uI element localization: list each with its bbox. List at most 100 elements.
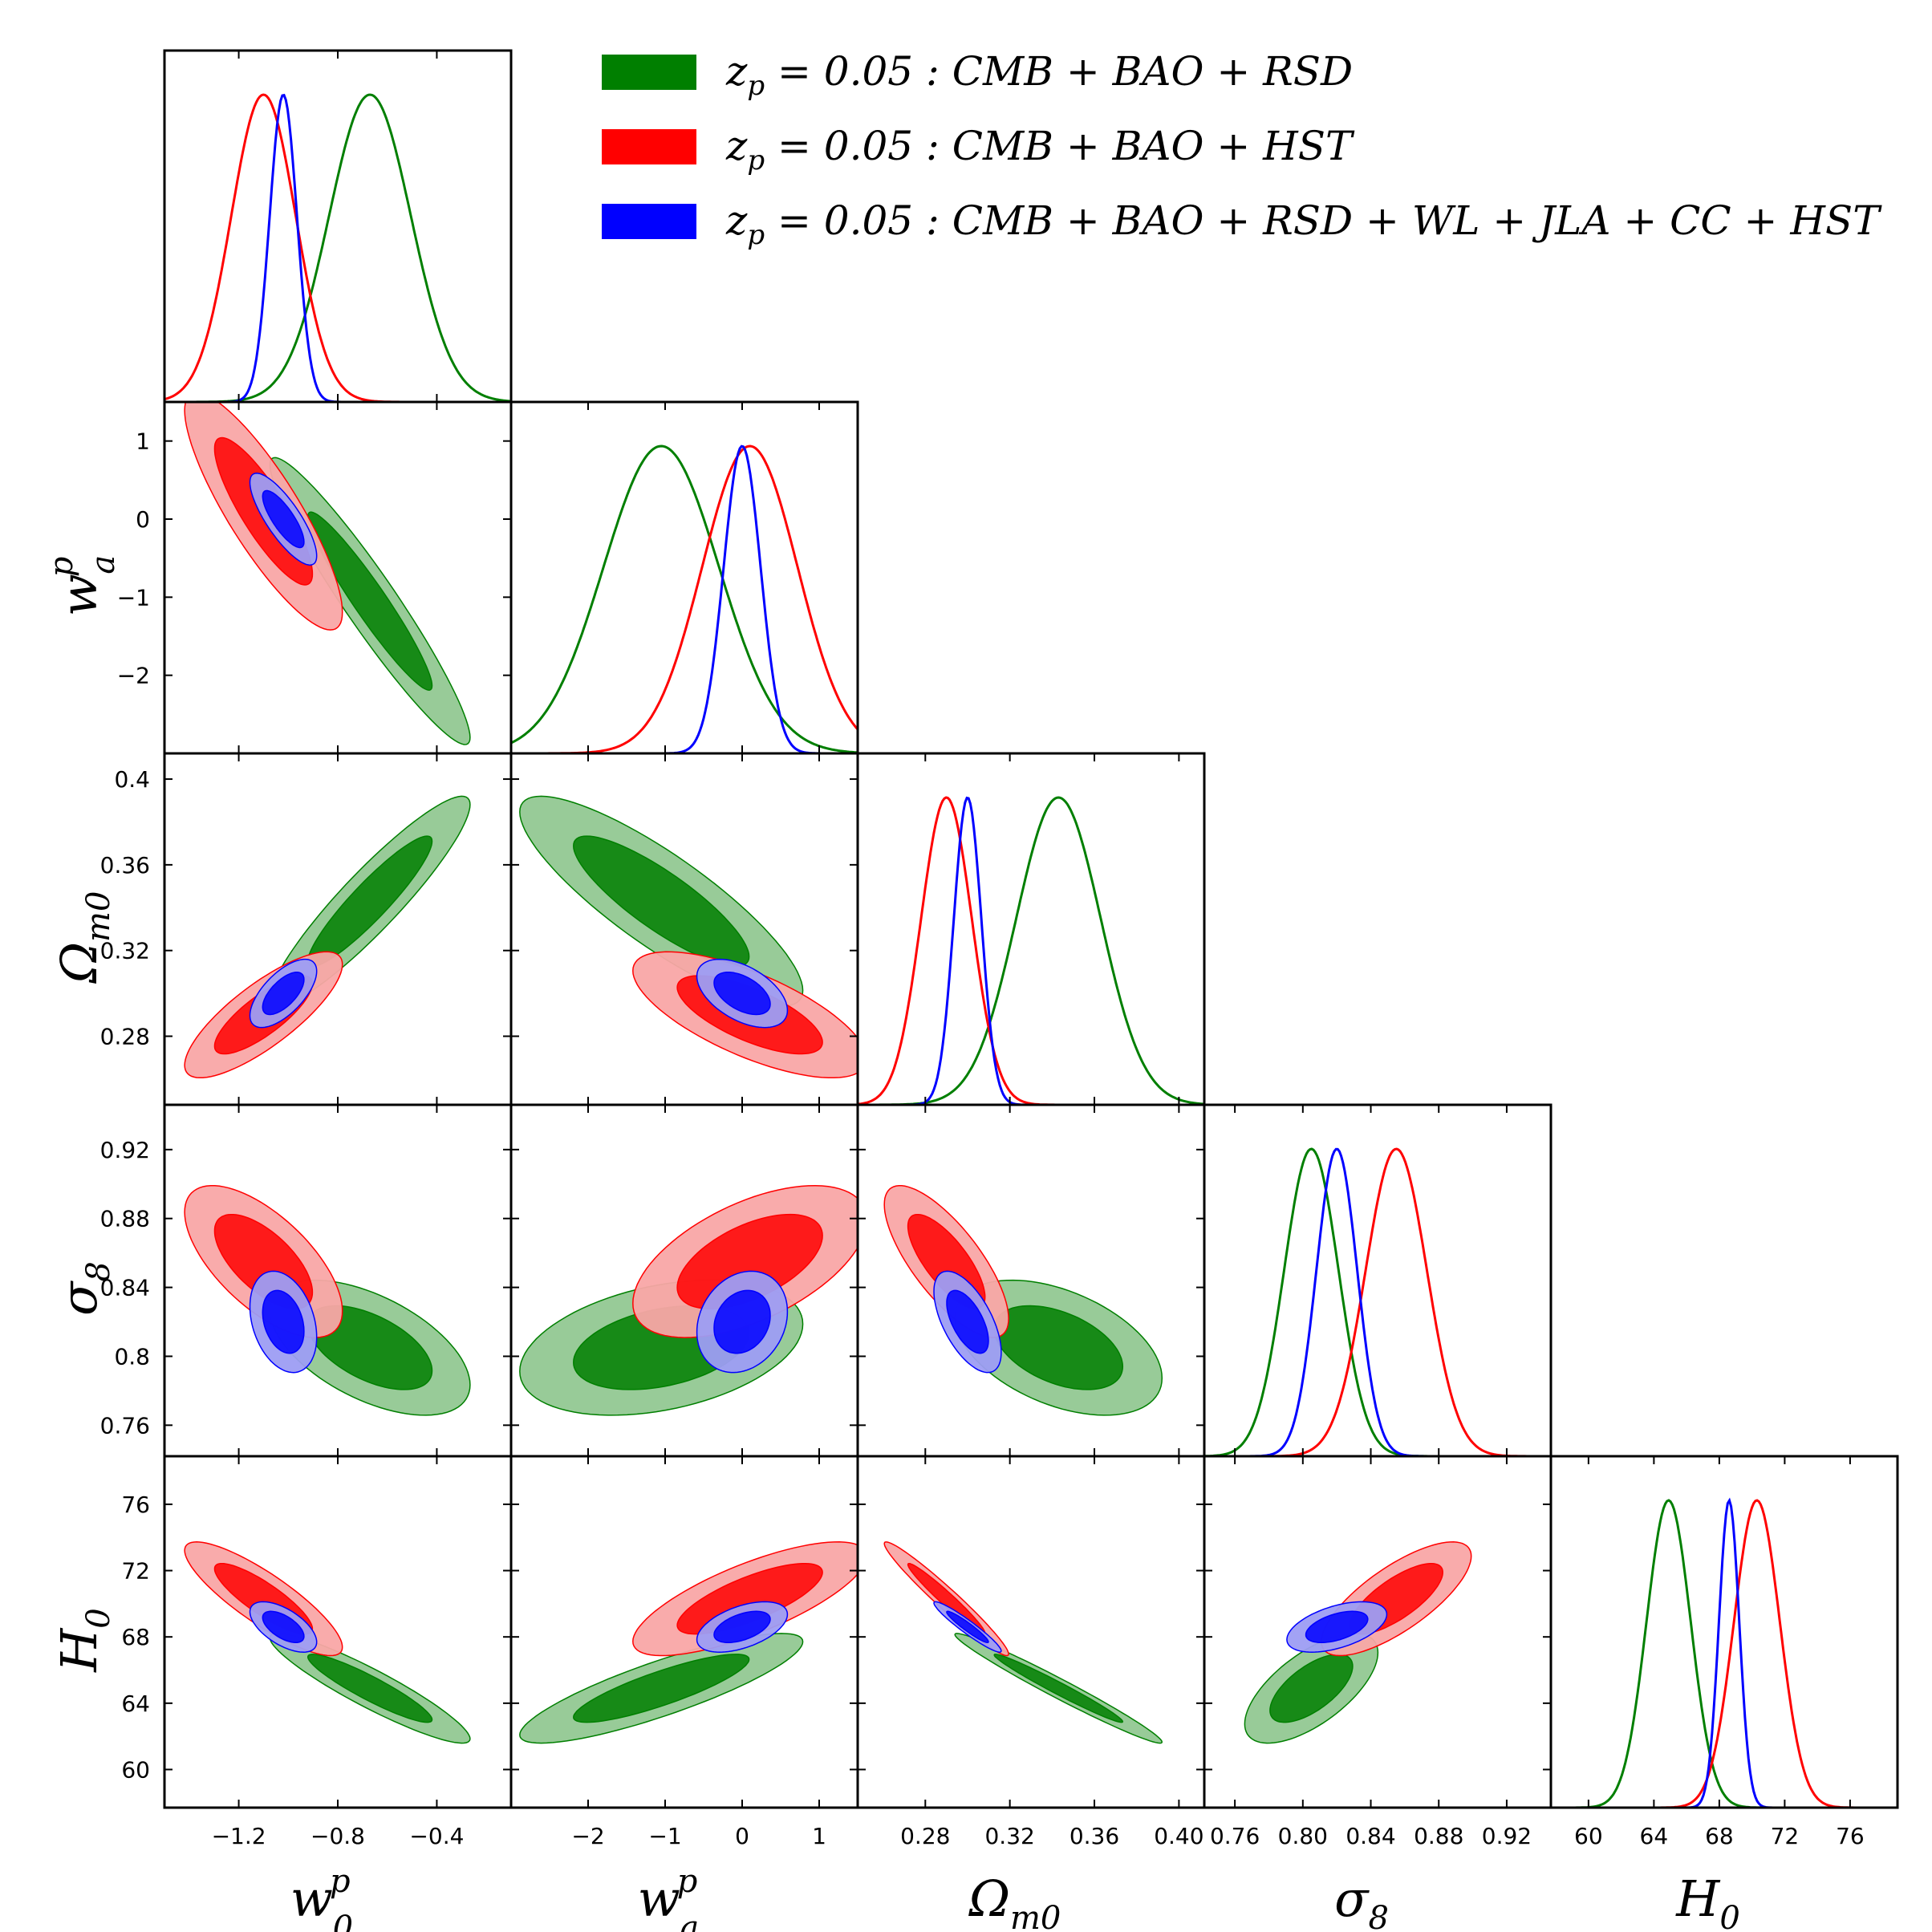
contour-68-Om-H0-2	[946, 1610, 989, 1644]
y-tick-label: 76	[121, 1492, 150, 1518]
panel-Om-Om	[856, 752, 1206, 1106]
x-tick-label: −0.8	[310, 1823, 365, 1849]
panel-frame	[1549, 1455, 1899, 1809]
x-tick-label: −0.4	[409, 1823, 464, 1849]
y-tick-label: 0.76	[100, 1412, 150, 1439]
y-tick-label: 1	[136, 428, 150, 455]
x-tick-label: 0.92	[1482, 1823, 1532, 1849]
y-tick-label: 0.88	[100, 1206, 150, 1232]
panel-wa-wa	[509, 400, 859, 755]
legend-label-1: zp = 0.05 : CMB + BAO + HST	[725, 123, 1355, 177]
x-axis-label-Om: Ωm0	[968, 1869, 1061, 1932]
x-tick-label: −1	[648, 1823, 681, 1849]
contour-68-w0-H0-2	[262, 1610, 305, 1644]
svg-text:σ8: σ8	[50, 1261, 117, 1316]
panel-Om-s8	[856, 1103, 1206, 1458]
panel-wa-Om	[509, 752, 859, 1106]
contour-68-w0-Om-0	[306, 835, 433, 968]
contour-68-Om-H0-0	[993, 1654, 1124, 1723]
x-axis-label-s8: σ8	[1334, 1869, 1389, 1932]
marginal-curve-s8-2	[1204, 1147, 1551, 1456]
contour-68-Om-s8-2	[946, 1289, 989, 1354]
x-tick-label: 0.28	[900, 1823, 950, 1849]
x-tick-label: 72	[1771, 1823, 1800, 1849]
y-tick-label: −1	[117, 584, 150, 611]
svg-text:H0: H0	[50, 1608, 117, 1673]
marginal-curve-s8-1	[1204, 1147, 1551, 1456]
panel-w0-wa	[163, 400, 513, 755]
x-tick-label: 0.32	[984, 1823, 1034, 1849]
legend-swatch-2	[602, 204, 696, 239]
panel-wa-H0	[509, 1455, 859, 1809]
x-tick-label: −1.2	[212, 1823, 266, 1849]
panel-frame	[509, 400, 859, 755]
panel-H0-H0	[1549, 1455, 1899, 1809]
panel-s8-H0	[1203, 1455, 1552, 1809]
y-axis-label-Om: Ωm0	[50, 891, 117, 984]
marginal-curve-H0-0	[1551, 1499, 1898, 1808]
x-tick-label: 0.80	[1278, 1823, 1328, 1849]
y-tick-label: 0.36	[100, 852, 150, 879]
x-axis-label-H0: H0	[1675, 1869, 1740, 1932]
svg-text:wpa: wp a	[43, 555, 122, 617]
y-tick-label: 0.92	[100, 1137, 150, 1163]
y-tick-label: 68	[121, 1624, 150, 1650]
legend: zp = 0.05 : CMB + BAO + RSD zp = 0.05 : C…	[602, 48, 1882, 251]
panel-frame	[856, 1103, 1206, 1458]
contour-68-w0-H0-0	[306, 1654, 433, 1723]
contour-68-wa-s8-1	[676, 1213, 823, 1309]
marginal-curve-wa-0	[511, 444, 858, 753]
legend-swatch-0	[602, 55, 696, 90]
legend-label-2: zp = 0.05 : CMB + BAO + RSD + WL + JLA +…	[725, 197, 1882, 251]
x-tick-label: 76	[1836, 1823, 1865, 1849]
legend-swatch-1	[602, 129, 696, 164]
panel-wa-s8	[509, 1103, 859, 1458]
panel-frame	[856, 1455, 1206, 1809]
contour-68-s8-H0-0	[1269, 1654, 1354, 1723]
marginal-curve-w0-1	[164, 93, 511, 402]
panel-s8-s8	[1203, 1103, 1552, 1458]
y-axis-label-H0: H0	[50, 1608, 117, 1673]
x-tick-label: 0	[735, 1823, 749, 1849]
contour-68-wa-H0-2	[713, 1610, 771, 1644]
y-tick-label: 64	[121, 1690, 150, 1717]
panel-w0-w0	[163, 49, 513, 404]
panel-w0-Om	[163, 752, 513, 1106]
svg-text:Ωm0: Ωm0	[50, 891, 117, 984]
panel-Om-H0	[856, 1455, 1206, 1809]
contour-68-wa-s8-2	[713, 1289, 771, 1354]
panel-w0-H0	[163, 1455, 513, 1809]
panel-frame	[1203, 1103, 1552, 1458]
legend-label-0: zp = 0.05 : CMB + BAO + RSD	[725, 48, 1353, 102]
x-axis-label-wa: wp a	[638, 1863, 700, 1932]
y-axis-label-s8: σ8	[50, 1261, 117, 1316]
x-axis-label-w0: wp 0	[290, 1863, 353, 1932]
panel-w0-s8	[163, 1103, 513, 1458]
y-axis-label-wa: wp a	[43, 555, 122, 617]
contour-68-w0-Om-2	[262, 971, 305, 1016]
contour-68-s8-H0-2	[1305, 1610, 1369, 1644]
x-tick-label: −2	[571, 1823, 604, 1849]
x-tick-label: 0.36	[1070, 1823, 1119, 1849]
x-tick-label: 64	[1640, 1823, 1669, 1849]
contour-68-wa-H0-1	[676, 1562, 823, 1635]
y-tick-label: 0.4	[114, 766, 150, 793]
axis-labels: −1.2 −0.8 −0.4wp 0−2 −1 0 1wp a0.28 0.32 0.36 0.40…	[43, 428, 1865, 1932]
panels	[163, 49, 1899, 1809]
x-tick-label: 0.40	[1154, 1823, 1203, 1849]
marginal-curve-w0-0	[164, 93, 511, 402]
marginal-curve-Om-0	[858, 796, 1204, 1105]
y-tick-label: 0.84	[100, 1275, 150, 1301]
x-tick-label: 1	[812, 1823, 826, 1849]
marginal-curve-Om-2	[858, 796, 1204, 1105]
panel-frame	[163, 1455, 513, 1809]
contour-68-w0-wa-2	[262, 489, 305, 549]
x-tick-label: 68	[1705, 1823, 1734, 1849]
marginal-curve-wa-2	[511, 444, 858, 753]
y-tick-label: 0	[136, 506, 150, 533]
y-tick-label: 60	[121, 1756, 150, 1783]
contour-68-w0-s8-2	[262, 1289, 305, 1354]
marginal-curve-wa-1	[511, 444, 858, 753]
y-tick-label: 0.8	[114, 1343, 150, 1370]
y-tick-label: 0.32	[100, 938, 150, 964]
